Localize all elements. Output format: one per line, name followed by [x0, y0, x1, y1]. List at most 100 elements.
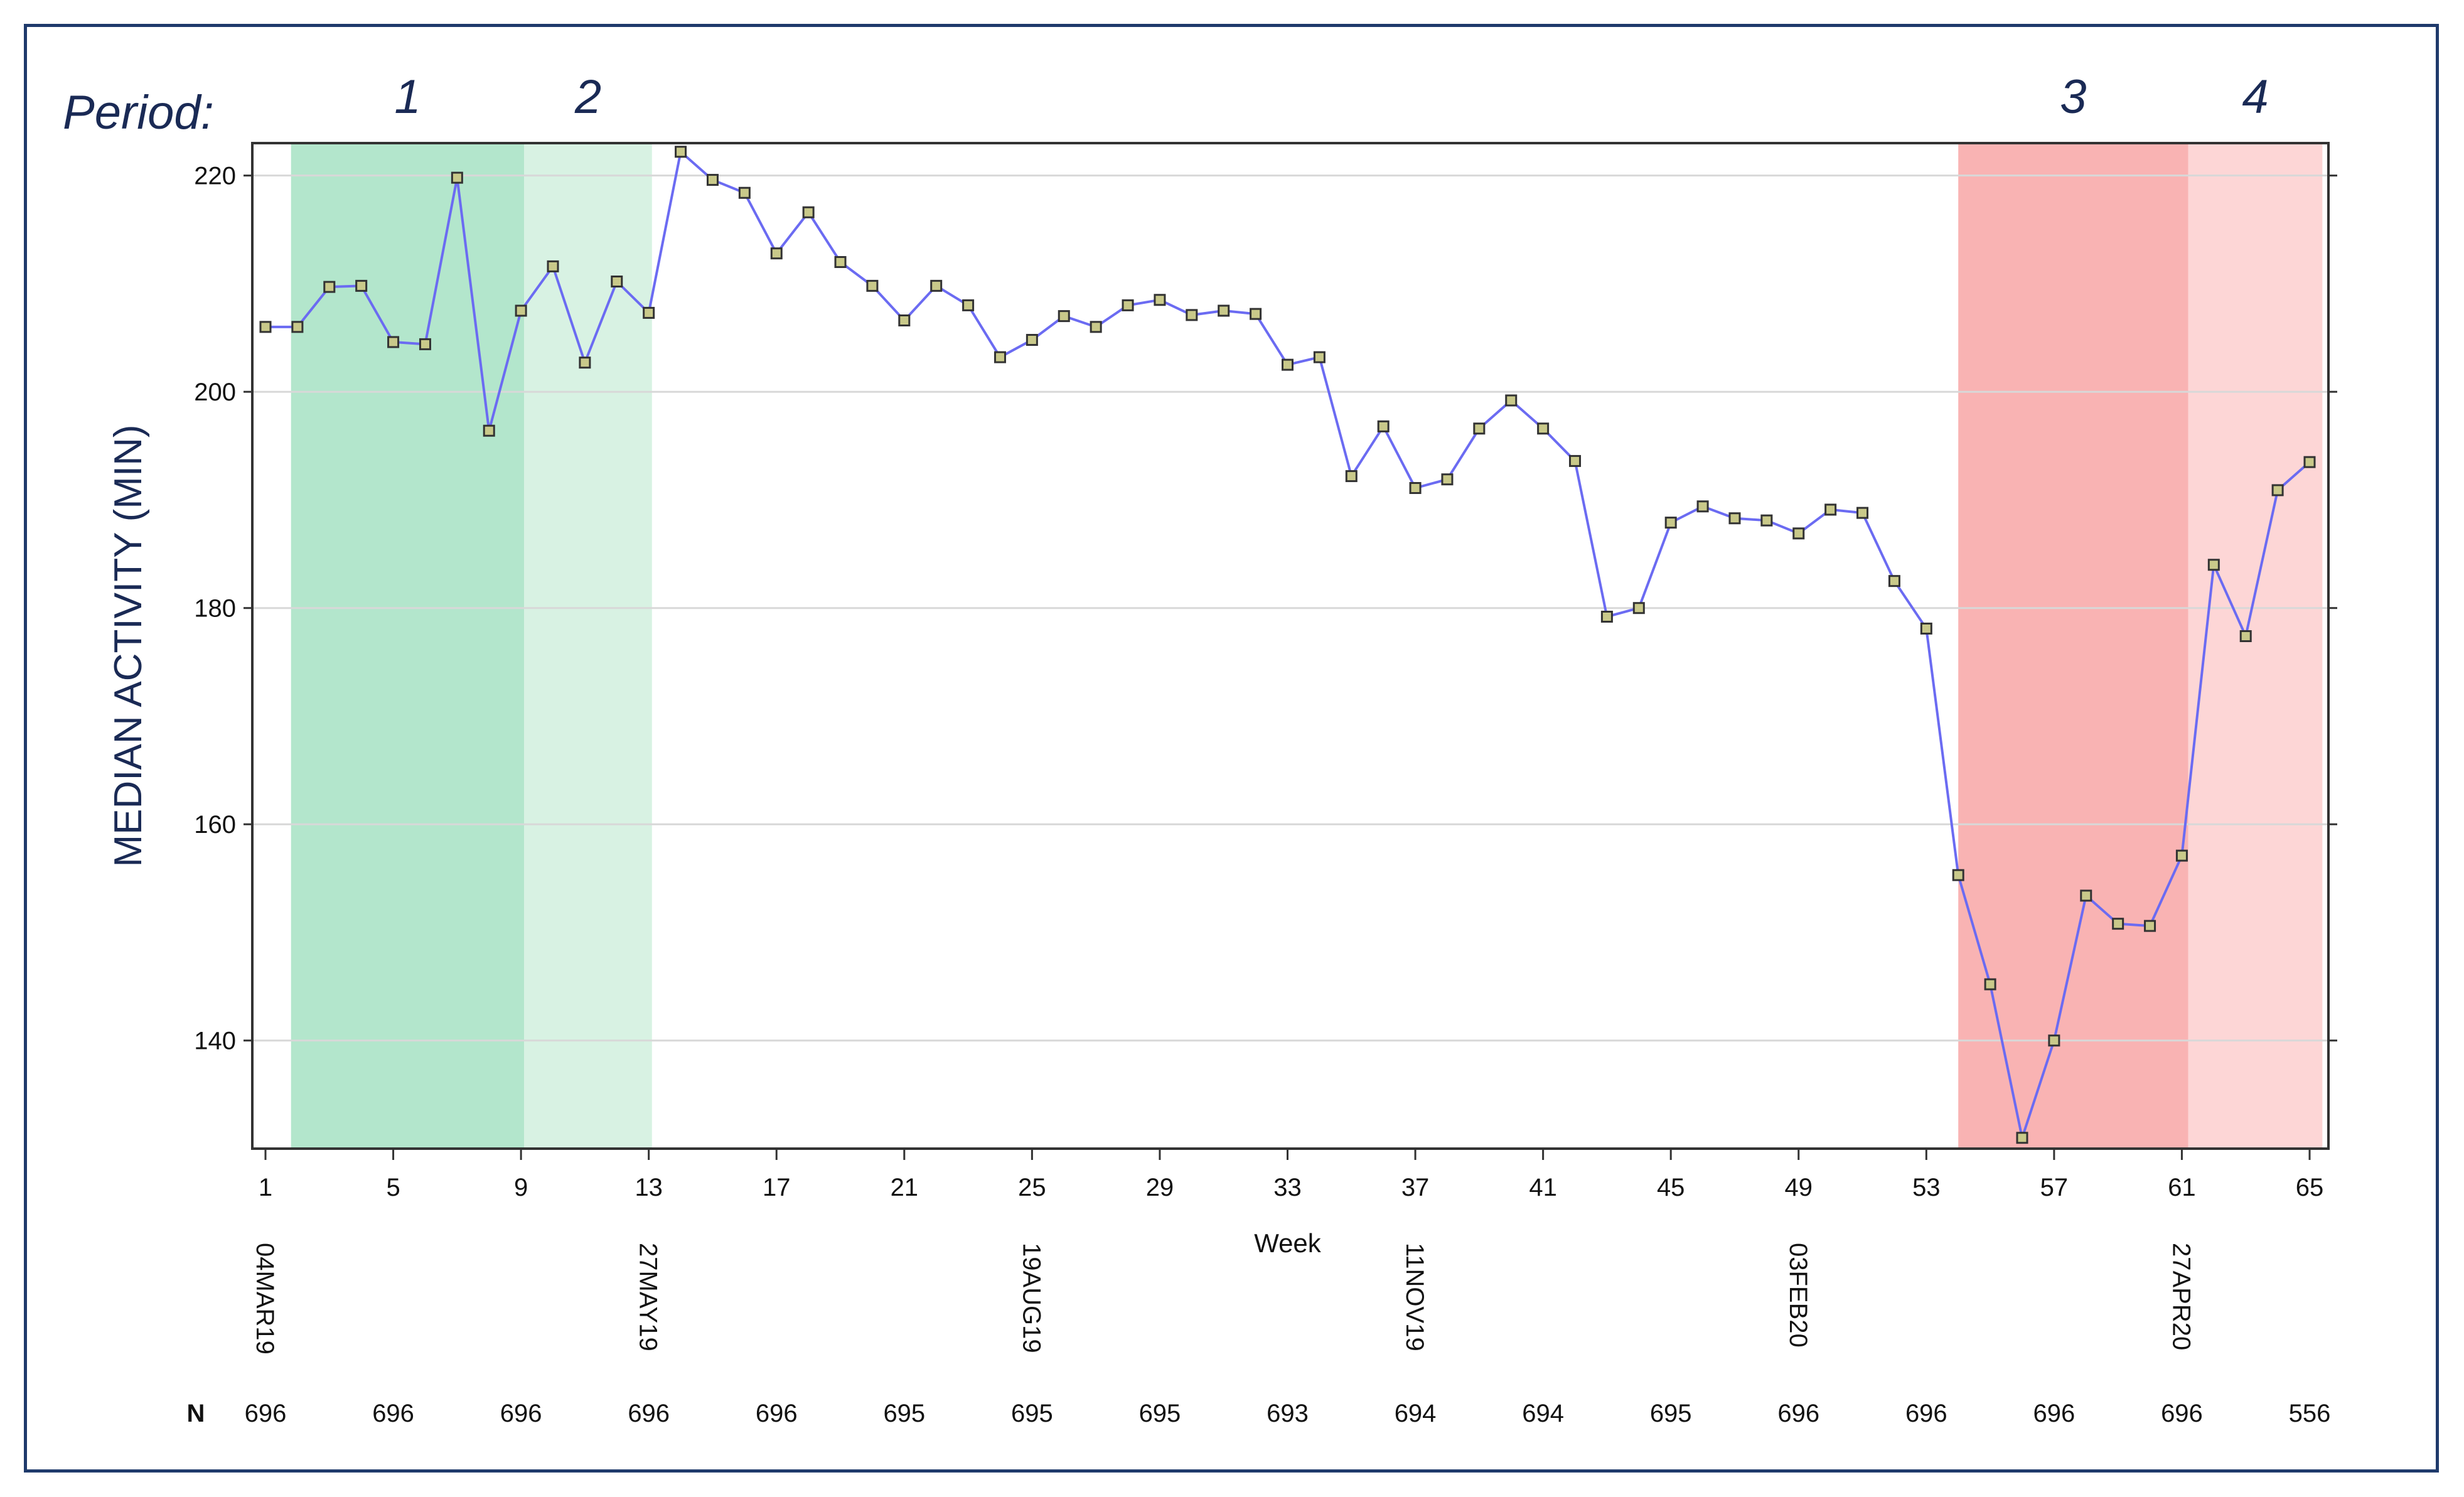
data-point — [2080, 889, 2092, 902]
n-value: 696 — [2161, 1400, 2203, 1427]
n-value: 695 — [1139, 1400, 1181, 1427]
n-value: 695 — [883, 1400, 925, 1427]
period-title: Period: — [63, 86, 214, 139]
period-band-4 — [2188, 143, 2323, 1149]
data-point — [1537, 422, 1550, 435]
data-point — [2048, 1034, 2060, 1047]
data-point — [1505, 394, 1518, 407]
data-point — [2303, 456, 2316, 468]
data-point — [1345, 470, 1358, 483]
data-point — [2144, 920, 2156, 932]
data-point — [2207, 559, 2220, 571]
data-point — [2016, 1132, 2028, 1144]
period-bands — [291, 143, 2323, 1149]
data-point — [611, 275, 623, 287]
data-point — [483, 424, 495, 437]
data-point — [1569, 454, 1582, 467]
date-label: 19AUG19 — [1017, 1243, 1045, 1353]
data-point — [1664, 517, 1677, 529]
date-label: 27APR20 — [2167, 1243, 2195, 1350]
x-tick-label: 41 — [1529, 1174, 1557, 1201]
y-tick-label: 140 — [194, 1028, 236, 1055]
x-tick-label: 49 — [1785, 1174, 1813, 1201]
gridlines — [252, 174, 2328, 1042]
data-point — [1920, 622, 1932, 635]
x-tick-label: 53 — [1912, 1174, 1941, 1201]
data-point — [355, 279, 368, 292]
n-value: 695 — [1011, 1400, 1053, 1427]
data-point — [1824, 503, 1837, 516]
y-axis-title: MEDIAN ACTIVITY (MIN) — [107, 424, 150, 867]
n-value: 694 — [1395, 1400, 1437, 1427]
x-tick-label: 13 — [635, 1174, 663, 1201]
data-point — [2239, 630, 2252, 642]
x-tick-label: 17 — [763, 1174, 791, 1201]
period-label-3: 3 — [2060, 70, 2086, 124]
x-tick-label: 25 — [1018, 1174, 1046, 1201]
n-value: 695 — [1650, 1400, 1692, 1427]
data-point — [1696, 500, 1709, 513]
period-label-2: 2 — [574, 70, 601, 124]
data-point — [515, 304, 527, 317]
x-tick-label: 57 — [2040, 1174, 2069, 1201]
data-point — [1409, 482, 1422, 495]
period-band-2 — [524, 143, 652, 1149]
data-point — [579, 357, 591, 369]
data-point — [1186, 309, 1198, 321]
data-point — [1154, 294, 1166, 306]
x-axis: 1 5 9 13 17 21 25 29 33 37 41 45 49 53 57 61 65 — [259, 1149, 2323, 1201]
x-tick-label: 65 — [2296, 1174, 2324, 1201]
n-value: 696 — [628, 1400, 670, 1427]
data-point — [1728, 512, 1741, 525]
period-band-3 — [1958, 143, 2188, 1149]
series-points — [259, 146, 2316, 1144]
y-tick-label: 180 — [194, 595, 236, 623]
data-point — [259, 321, 272, 333]
x-tick-label: 9 — [514, 1174, 528, 1201]
data-point — [1090, 321, 1102, 333]
data-point — [898, 314, 911, 327]
data-point — [1856, 507, 1869, 519]
n-value: 696 — [2033, 1400, 2076, 1427]
y-axis: 140 160 180 200 220 — [194, 163, 2337, 1055]
x-tick-label: 21 — [891, 1174, 919, 1201]
x-tick-label: 33 — [1273, 1174, 1302, 1201]
period-label-4: 4 — [2242, 70, 2268, 124]
data-point — [770, 247, 783, 260]
n-value: 693 — [1267, 1400, 1309, 1427]
data-point — [1250, 308, 1262, 320]
data-point — [1600, 610, 1613, 623]
data-point — [1218, 304, 1230, 317]
period-labels: 1 2 3 4 — [394, 70, 2268, 124]
x-tick-label: 29 — [1146, 1174, 1174, 1201]
n-value: 696 — [372, 1400, 414, 1427]
data-point — [930, 279, 943, 292]
date-label: 04MAR19 — [251, 1243, 279, 1355]
data-point — [994, 351, 1006, 363]
data-point — [675, 146, 687, 158]
data-point — [1473, 422, 1486, 435]
n-value: 696 — [756, 1400, 798, 1427]
n-value: 696 — [1777, 1400, 1819, 1427]
y-tick-label: 160 — [194, 811, 236, 839]
x-tick-label: 37 — [1401, 1174, 1430, 1201]
data-point — [738, 186, 751, 199]
data-point — [2271, 484, 2284, 496]
n-value: 696 — [500, 1400, 542, 1427]
data-point — [1122, 299, 1134, 311]
data-point — [2112, 918, 2124, 930]
data-point — [706, 174, 719, 186]
data-point — [643, 306, 655, 319]
data-point — [291, 321, 304, 333]
data-point — [387, 336, 400, 348]
data-point — [866, 279, 879, 292]
data-point — [2175, 849, 2188, 862]
data-point — [834, 255, 847, 268]
x-tick-label: 61 — [2168, 1174, 2196, 1201]
y-tick-label: 200 — [194, 378, 236, 406]
data-point — [962, 299, 975, 311]
data-point — [1984, 978, 1996, 990]
date-label: 11NOV19 — [1401, 1243, 1428, 1351]
x-tick-label: 5 — [386, 1174, 400, 1201]
plot-area — [251, 142, 2330, 1150]
